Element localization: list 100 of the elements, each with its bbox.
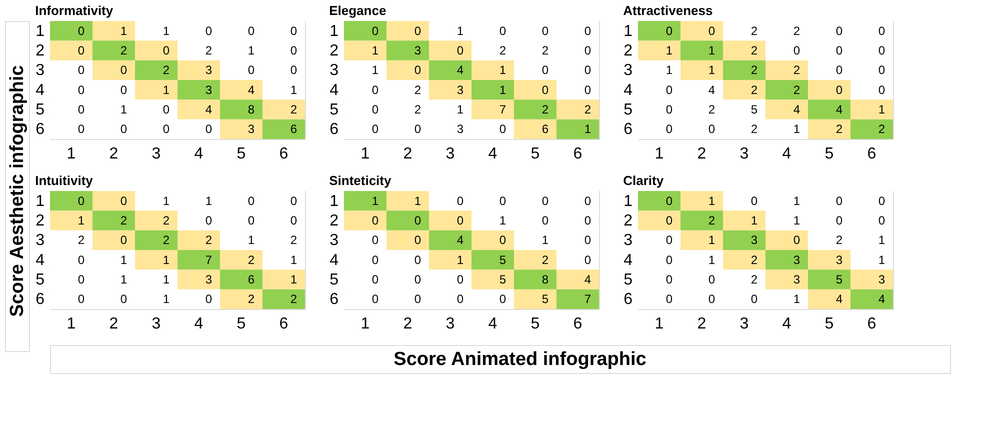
data-label: 1 — [414, 194, 422, 208]
data-label: 0 — [836, 194, 843, 208]
data-label: 2 — [205, 44, 212, 58]
data-label: 0 — [584, 252, 592, 267]
data-label: 0 — [584, 44, 592, 58]
data-label: 0 — [542, 194, 549, 208]
data-label: 0 — [414, 252, 422, 267]
x-tick-label: 5 — [824, 316, 834, 332]
data-label: 0 — [666, 272, 673, 286]
data-label: 0 — [372, 272, 379, 286]
data-label: 0 — [878, 24, 886, 38]
data-label: 0 — [666, 233, 673, 248]
data-label: 3 — [205, 272, 212, 286]
data-label: 0 — [290, 194, 298, 208]
data-label: 2 — [120, 214, 128, 228]
x-tick-label: 2 — [109, 146, 118, 162]
data-label: 0 — [456, 272, 464, 286]
y-tick-label: 1 — [36, 192, 45, 210]
data-label: 2 — [878, 122, 886, 136]
data-label: 2 — [836, 122, 843, 136]
chart-title: Attractiveness — [623, 3, 713, 18]
data-label: 0 — [878, 214, 886, 228]
data-label: 4 — [456, 233, 464, 248]
data-label: 0 — [584, 63, 592, 78]
data-label: 4 — [708, 82, 716, 97]
y-tick-label: 4 — [624, 252, 633, 269]
data-label: 7 — [584, 292, 592, 306]
x-tick-label: 1 — [654, 316, 664, 332]
x-tick-label: 6 — [867, 146, 876, 162]
data-label: 0 — [78, 292, 85, 306]
data-label: 0 — [205, 214, 212, 228]
x-tick-label: 2 — [697, 146, 706, 162]
data-label: 2 — [120, 44, 128, 58]
y-tick-label: 2 — [624, 42, 633, 60]
data-label: 1 — [584, 122, 592, 136]
data-label: 0 — [290, 44, 298, 58]
data-label: 0 — [248, 24, 255, 38]
data-label: 5 — [499, 252, 506, 267]
y-tick-label: 5 — [36, 272, 45, 288]
data-label: 0 — [120, 292, 128, 306]
data-label: 0 — [836, 24, 843, 38]
data-label: 1 — [456, 102, 464, 116]
data-label: 0 — [708, 292, 716, 306]
data-label: 0 — [542, 214, 549, 228]
data-label: 0 — [205, 24, 212, 38]
data-label: 0 — [542, 24, 549, 38]
data-label: 0 — [666, 82, 673, 97]
data-label: 0 — [414, 24, 422, 38]
data-label: 2 — [78, 233, 85, 248]
y-tick-label: 1 — [624, 22, 633, 40]
data-label: 1 — [750, 214, 758, 228]
data-label: 4 — [456, 63, 464, 78]
data-label: 0 — [542, 82, 549, 97]
data-label: 0 — [456, 194, 464, 208]
y-tick-label: 1 — [36, 22, 45, 40]
data-label: 0 — [78, 122, 85, 136]
y-tick-label: 3 — [36, 232, 45, 250]
data-label: 3 — [836, 252, 843, 267]
data-label: 0 — [120, 233, 128, 248]
data-label: 1 — [793, 194, 800, 208]
data-label: 0 — [836, 82, 843, 97]
data-label: 1 — [793, 122, 800, 136]
data-label: 0 — [499, 194, 506, 208]
x-tick-label: 5 — [530, 316, 540, 332]
data-label: 6 — [542, 122, 549, 136]
data-label: 1 — [542, 233, 549, 248]
chart-title: Clarity — [623, 173, 664, 188]
data-label: 2 — [750, 82, 758, 97]
data-label: 1 — [666, 44, 673, 58]
data-label: 1 — [666, 63, 673, 78]
data-label: 1 — [78, 214, 85, 228]
y-tick-label: 5 — [36, 102, 45, 118]
x-tick-label: 4 — [782, 316, 792, 332]
data-label: 0 — [78, 24, 85, 38]
chart-title: Elegance — [329, 3, 386, 18]
data-label: 4 — [836, 292, 843, 306]
y-tick-label: 2 — [36, 42, 45, 60]
data-label: 7 — [499, 102, 506, 116]
data-label: 2 — [750, 24, 758, 38]
data-label: 2 — [414, 82, 422, 97]
x-tick-label: 2 — [403, 316, 412, 332]
x-tick-label: 4 — [194, 316, 204, 332]
y-tick-label: 6 — [330, 291, 339, 308]
y-tick-label: 3 — [330, 62, 339, 80]
data-label: 2 — [708, 102, 716, 116]
data-label: 0 — [372, 214, 379, 228]
data-label: 2 — [750, 63, 758, 78]
y-tick-label: 6 — [36, 121, 45, 138]
data-label: 0 — [414, 292, 422, 306]
x-tick-label: 6 — [573, 316, 582, 332]
data-label: 0 — [499, 24, 506, 38]
data-label: 2 — [750, 122, 758, 136]
x-tick-label: 4 — [488, 146, 498, 162]
x-tick-label: 6 — [573, 146, 582, 162]
data-label: 2 — [499, 44, 506, 58]
data-label: 1 — [248, 233, 255, 248]
data-label: 3 — [248, 122, 255, 136]
data-label: 0 — [78, 102, 85, 116]
data-label: 1 — [162, 292, 170, 306]
data-label: 2 — [542, 102, 549, 116]
